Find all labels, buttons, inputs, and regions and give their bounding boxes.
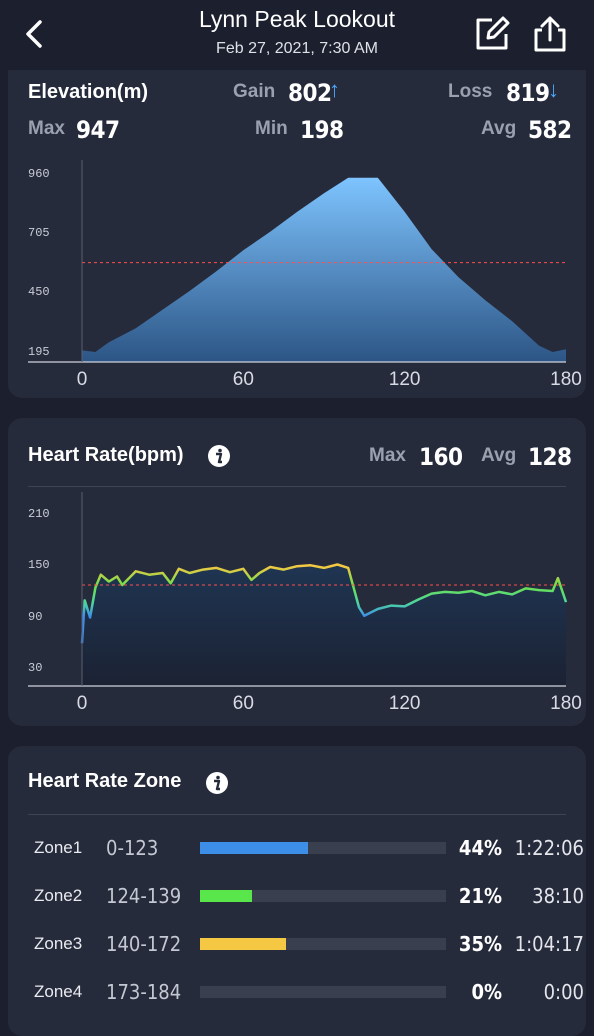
info-icon[interactable] — [205, 771, 229, 795]
zone-progress-fill — [200, 842, 309, 854]
page-title: Lynn Peak Lookout — [198, 6, 396, 32]
y-tick-label: 30 — [28, 660, 43, 675]
elevation-chart — [28, 160, 566, 363]
series-line — [80, 563, 568, 644]
avg-hr-label: Avg — [481, 445, 517, 466]
heart-rate-card: Heart Rate(bpm) Max 160 Avg 128 210 150 90… — [8, 418, 586, 726]
divider — [28, 814, 566, 815]
zone-name: Zone2 — [34, 886, 83, 905]
max-hr-value: 160 — [419, 443, 463, 471]
zone-range: 140-172 — [106, 932, 182, 956]
zone-progress-track — [200, 890, 446, 902]
loss-value: 819 — [506, 79, 550, 107]
zone-name: Zone1 — [34, 838, 83, 857]
loss-label: Loss — [448, 81, 493, 102]
y-tick-label: 150 — [28, 558, 50, 573]
y-tick-label: 705 — [28, 226, 50, 240]
x-tick-label: 0 — [76, 693, 88, 714]
top-bar: Lynn Peak Lookout Feb 27, 2021, 7:30 AM — [0, 0, 594, 70]
min-elevation-value: 198 — [300, 116, 344, 144]
zone-duration: 38:10 — [532, 884, 584, 908]
y-tick-label: 90 — [28, 609, 43, 624]
series-area — [82, 564, 566, 686]
max-elevation-label: Max — [28, 118, 65, 139]
zone-title: Heart Rate Zone — [28, 770, 182, 792]
elevation-card: Elevation(m) Gain 802 ↑ Loss 819 ↓ Max 9… — [8, 70, 586, 398]
x-tick-label: 180 — [550, 369, 582, 390]
gain-label: Gain — [233, 81, 276, 102]
heart-rate-title: Heart Rate(bpm) — [28, 444, 184, 466]
y-tick-label: 450 — [28, 285, 50, 300]
zone-progress-track — [200, 986, 446, 998]
zone-name: Zone3 — [34, 934, 83, 953]
zone-percent: 35% — [458, 932, 502, 956]
zone-duration: 1:22:06 — [514, 836, 584, 860]
zone-duration: 1:04:17 — [514, 932, 584, 956]
zone-range: 124-139 — [106, 884, 182, 908]
max-hr-label: Max — [369, 445, 406, 466]
x-tick-label: 60 — [232, 369, 254, 390]
arrow-down-icon: ↓ — [548, 77, 559, 102]
edit-icon[interactable] — [472, 14, 512, 54]
chevron-left-icon[interactable] — [18, 16, 54, 52]
x-tick-label: 60 — [232, 693, 254, 714]
y-tick-label: 960 — [28, 166, 50, 181]
zone-percent: 0% — [471, 980, 502, 1004]
min-elevation-label: Min — [255, 118, 288, 139]
avg-elevation-value: 582 — [528, 116, 572, 144]
y-tick-label: 210 — [28, 506, 50, 521]
zone-range: 173-184 — [106, 980, 182, 1004]
avg-hr-value: 128 — [528, 443, 572, 471]
zone-progress-fill — [200, 890, 252, 902]
activity-datetime: Feb 27, 2021, 7:30 AM — [216, 40, 378, 57]
heart-rate-chart — [28, 492, 568, 687]
gain-value: 802 — [288, 79, 332, 107]
avg-elevation-label: Avg — [481, 118, 517, 139]
x-tick-label: 180 — [550, 693, 582, 714]
series-area — [82, 177, 566, 362]
elevation-title: Elevation(m) — [28, 81, 149, 103]
zone-name: Zone4 — [34, 982, 83, 1001]
zone-percent: 21% — [458, 884, 502, 908]
y-tick-label: 195 — [28, 344, 50, 359]
x-tick-label: 120 — [388, 693, 421, 714]
max-elevation-value: 947 — [76, 116, 120, 144]
zone-progress-track — [200, 938, 446, 950]
zone-progress-track — [200, 842, 446, 854]
zone-range: 0-123 — [106, 836, 159, 860]
divider — [28, 486, 566, 487]
zone-duration: 0:00 — [543, 980, 584, 1004]
x-tick-label: 0 — [76, 369, 88, 390]
heart-rate-zone-card: Heart Rate Zone Zone1 0-123 44% 1:22:06 Zone… — [8, 746, 586, 1036]
zone-progress-fill — [200, 938, 287, 950]
zone-percent: 44% — [458, 836, 502, 860]
info-icon[interactable] — [207, 444, 231, 468]
share-icon[interactable] — [530, 14, 570, 54]
arrow-up-icon: ↑ — [329, 77, 340, 102]
x-tick-label: 120 — [388, 369, 421, 390]
